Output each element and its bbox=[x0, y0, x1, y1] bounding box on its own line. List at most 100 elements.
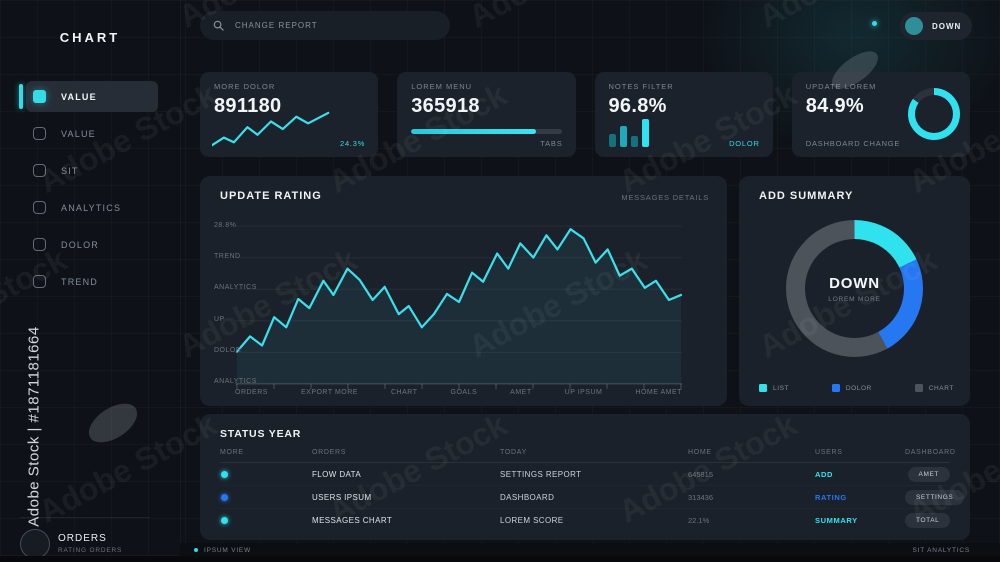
row-dashboard-button[interactable]: AMET bbox=[907, 466, 950, 482]
row-orders-cell: FLOW DATA bbox=[312, 469, 362, 479]
column-header: MORE bbox=[220, 449, 244, 456]
card-value: 365918 bbox=[411, 95, 480, 117]
search-bar[interactable] bbox=[200, 11, 450, 40]
stat-card-lorem-menu: LOREM MENU 365918 TABS bbox=[397, 72, 576, 157]
table-header: MORE ORDERS TODAY HOME USERS DASHBOARD bbox=[220, 449, 955, 463]
sidebar-item-trend[interactable]: TREND bbox=[26, 266, 158, 297]
x-tick-label: CHART bbox=[391, 389, 418, 396]
card-value: 96.8% bbox=[608, 95, 667, 117]
table-row: FLOW DATA SETTINGS REPORT 645815 ADD AME… bbox=[220, 463, 950, 486]
row-users-link[interactable]: RATING bbox=[815, 492, 847, 502]
donut-center-value: DOWN bbox=[829, 274, 880, 292]
y-tick-label: UP bbox=[214, 315, 225, 323]
sidebar-item-sit[interactable]: SIT bbox=[26, 155, 158, 186]
toggle-knob-icon bbox=[905, 17, 923, 35]
legend-swatch-icon bbox=[831, 384, 840, 392]
sidebar-item-dolor[interactable]: DOLOR bbox=[26, 229, 158, 260]
progress-ring-chart bbox=[908, 88, 960, 140]
card-footnote: DASHBOARD CHANGE bbox=[805, 139, 901, 148]
sparkline-chart bbox=[212, 111, 330, 147]
sidebar-item-value-active[interactable]: VALUE bbox=[19, 81, 158, 112]
search-input[interactable] bbox=[233, 20, 417, 31]
table-row: MESSAGES CHART LOREM SCORE 22.1% SUMMARY… bbox=[220, 509, 951, 531]
row-today-cell: SETTINGS REPORT bbox=[500, 469, 582, 479]
card-title: LOREM MENU bbox=[411, 82, 473, 91]
sidebar-item-label: SIT bbox=[61, 165, 79, 176]
row-dashboard-button[interactable]: TOTAL bbox=[905, 512, 951, 528]
sidebar-item-value[interactable]: VALUE bbox=[26, 118, 158, 149]
sidebar-item-label: VALUE bbox=[61, 128, 96, 139]
stat-cards-row: MORE DOLOR 891180 24.3% LOREM MENU 36591… bbox=[200, 72, 970, 157]
stat-card-more-dolor: MORE DOLOR 891180 24.3% bbox=[200, 72, 379, 157]
sidebar-footer-subtitle: RATING ORDERS bbox=[58, 547, 123, 554]
row-today-cell: DASHBOARD bbox=[500, 492, 555, 502]
status-bar-left-label: IPSUM VIEW bbox=[204, 546, 252, 554]
checkbox-outline-icon bbox=[33, 238, 46, 251]
sidebar-item-label: VALUE bbox=[61, 91, 97, 102]
status-table-panel: STATUS YEAR MORE ORDERS TODAY HOME USERS… bbox=[200, 414, 970, 540]
card-title: MORE DOLOR bbox=[214, 82, 276, 91]
row-home-cell: 22.1% bbox=[688, 515, 710, 525]
notification-dot-icon bbox=[872, 21, 877, 26]
legend-label: DOLOR bbox=[845, 384, 872, 392]
mini-bar bbox=[619, 126, 627, 147]
x-tick-label: UP IPSUM bbox=[564, 389, 603, 396]
card-title: NOTES FILTER bbox=[608, 82, 674, 91]
checkbox-outline-icon bbox=[33, 164, 46, 177]
donut-center: DOWN LOREM MORE bbox=[786, 220, 923, 357]
sidebar-item-label: TREND bbox=[61, 276, 98, 287]
sidebar-item-label: ANALYTICS bbox=[61, 202, 122, 213]
card-value: 891180 bbox=[214, 95, 282, 117]
row-status-dot bbox=[221, 470, 228, 478]
stat-card-update-lorem: UPDATE LOREM 84.9% DASHBOARD CHANGE bbox=[791, 72, 970, 157]
row-orders-cell: USERS IPSUM bbox=[312, 492, 372, 502]
row-status-dot bbox=[221, 516, 228, 524]
stat-card-notes-filter: NOTES FILTER 96.8% DOLOR bbox=[594, 72, 773, 157]
x-tick-label: EXPORT MORE bbox=[300, 389, 358, 396]
status-bar-left: IPSUM VIEW bbox=[194, 547, 251, 554]
donut-chart bbox=[786, 220, 923, 357]
card-footnote-link[interactable]: DOLOR bbox=[729, 139, 760, 148]
sidebar-nav: VALUE VALUE SIT ANALYTICS DOLOR TREND bbox=[0, 81, 180, 303]
progress-fill bbox=[411, 129, 536, 134]
sidebar-item-analytics[interactable]: ANALYTICS bbox=[26, 192, 158, 223]
checkbox-filled-icon bbox=[33, 90, 46, 103]
bottom-edge-strip bbox=[0, 556, 1000, 562]
legend-item-list[interactable]: LIST bbox=[759, 384, 789, 392]
row-users-link[interactable]: SUMMARY bbox=[815, 515, 858, 525]
mini-bar bbox=[630, 136, 638, 147]
legend-label: LIST bbox=[773, 384, 790, 392]
column-header: USERS bbox=[815, 449, 843, 456]
donut-legend: LIST DOLOR CHART bbox=[759, 384, 954, 392]
messages-details-link[interactable]: MESSAGES DETAILS bbox=[621, 193, 709, 202]
line-chart-panel: UPDATE RATING MESSAGES DETAILS 28.8% TRE… bbox=[200, 176, 727, 406]
donut-center-subtitle: LOREM MORE bbox=[828, 295, 881, 303]
sidebar: CHART VALUE VALUE SIT ANALYTICS DOLOR bbox=[0, 0, 181, 562]
row-users-link[interactable]: ADD bbox=[815, 469, 834, 479]
legend-item-chart[interactable]: CHART bbox=[914, 384, 954, 392]
avatar[interactable] bbox=[20, 529, 50, 559]
down-toggle[interactable]: DOWN bbox=[900, 12, 972, 40]
row-today-cell: LOREM SCORE bbox=[500, 515, 564, 525]
donut-title: ADD SUMMARY bbox=[759, 190, 854, 202]
status-bar: IPSUM VIEW SIT ANALYTICS bbox=[180, 543, 1000, 557]
progress-bar bbox=[411, 129, 562, 134]
mini-bar-chart bbox=[608, 117, 649, 147]
row-orders-cell: MESSAGES CHART bbox=[312, 515, 393, 525]
x-tick-label: AMET bbox=[510, 389, 532, 396]
legend-swatch-icon bbox=[759, 384, 767, 392]
status-dot-icon bbox=[194, 548, 198, 552]
legend-swatch-icon bbox=[914, 384, 923, 392]
row-dashboard-button[interactable]: SETTINGS bbox=[905, 489, 965, 505]
watermark-diagonal-text: Adobe Stock bbox=[463, 0, 653, 36]
line-chart-plot bbox=[235, 225, 682, 389]
row-home-cell: 313436 bbox=[688, 492, 714, 502]
legend-item-dolor[interactable]: DOLOR bbox=[831, 384, 872, 392]
y-tick-label: ANALYTICS bbox=[214, 284, 257, 292]
mini-bar bbox=[641, 119, 649, 147]
donut-panel: ADD SUMMARY DOWN LOREM MORE LIST DOLOR C… bbox=[739, 176, 970, 406]
table-row: USERS IPSUM DASHBOARD 313436 RATING SETT… bbox=[220, 486, 965, 509]
toggle-label: DOWN bbox=[932, 21, 962, 31]
column-header: HOME bbox=[688, 449, 712, 456]
